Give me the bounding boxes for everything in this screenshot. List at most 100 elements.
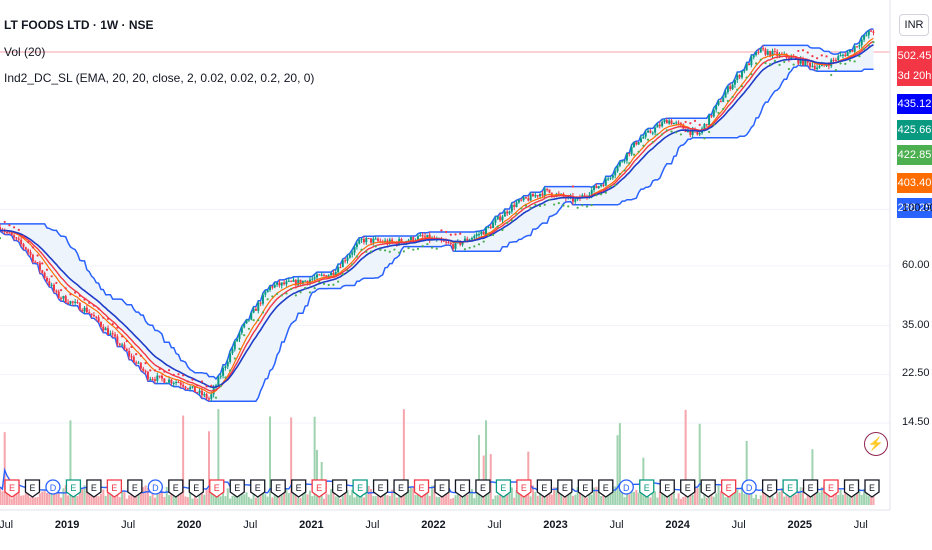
sar-dot bbox=[693, 119, 697, 122]
volume-bar bbox=[501, 494, 504, 505]
volume-bar bbox=[600, 496, 603, 505]
earnings-icon bbox=[311, 479, 327, 498]
volume-bar bbox=[621, 486, 624, 505]
earnings-icon bbox=[557, 479, 573, 498]
price-tag: 425.66 bbox=[897, 120, 932, 140]
indicator-legend[interactable]: Ind2_DC_SL (EMA, 20, 20, close, 2, 0.02,… bbox=[4, 71, 315, 85]
earnings-icon bbox=[127, 479, 143, 498]
sar-dot bbox=[313, 287, 316, 290]
volume-bar bbox=[851, 492, 854, 505]
sar-dot bbox=[571, 185, 575, 188]
candle-body bbox=[787, 57, 790, 60]
sar-dot bbox=[740, 85, 744, 88]
volume-bar bbox=[858, 489, 861, 505]
volume-bar bbox=[247, 497, 250, 505]
volume-bar bbox=[224, 496, 227, 505]
earnings-icon bbox=[65, 479, 82, 498]
sar-dot bbox=[304, 286, 307, 290]
volume-bar bbox=[250, 498, 253, 505]
candle-body bbox=[729, 86, 732, 89]
volume-bar bbox=[766, 489, 769, 505]
event-marker-label: E bbox=[685, 483, 691, 493]
event-marker-label: E bbox=[664, 483, 670, 493]
candle-body bbox=[130, 356, 133, 358]
candle-body bbox=[168, 379, 171, 383]
candle-body bbox=[419, 235, 422, 237]
volume-bar bbox=[487, 490, 490, 505]
candle-body bbox=[691, 129, 694, 135]
candle-body bbox=[107, 328, 110, 335]
sar-dot bbox=[628, 162, 631, 165]
sar-dot bbox=[491, 233, 495, 237]
volume-bar bbox=[428, 495, 431, 505]
currency-button[interactable]: INR bbox=[899, 14, 929, 36]
volume-bar bbox=[663, 487, 666, 505]
sar-dot bbox=[210, 384, 213, 387]
volume-bar bbox=[726, 494, 729, 505]
volume-bar bbox=[85, 487, 88, 505]
sar-dot bbox=[379, 248, 382, 251]
candle-body bbox=[616, 165, 619, 172]
candle-body bbox=[698, 133, 701, 135]
volume-bar bbox=[431, 485, 434, 505]
volume-bar bbox=[57, 493, 60, 505]
volume-bar bbox=[337, 492, 340, 505]
volume-bar bbox=[381, 491, 384, 505]
flash-icon[interactable]: ⚡ bbox=[864, 432, 888, 456]
candle-body bbox=[806, 59, 809, 63]
volume-bar bbox=[53, 492, 56, 505]
candle-body bbox=[670, 120, 673, 125]
sar-dot bbox=[135, 352, 138, 356]
candle-body bbox=[722, 97, 725, 102]
volume-bar bbox=[297, 497, 300, 505]
volume-bar bbox=[539, 487, 542, 505]
candle-body bbox=[738, 75, 741, 78]
earnings-icon bbox=[291, 479, 307, 498]
sar-dot bbox=[351, 263, 354, 266]
candle-body bbox=[36, 262, 39, 264]
earnings-icon bbox=[270, 479, 286, 498]
volume-bar bbox=[95, 490, 98, 505]
sar-dot bbox=[83, 298, 86, 301]
volume-bar bbox=[846, 490, 849, 505]
candle-body bbox=[50, 284, 53, 286]
volume-bar bbox=[10, 498, 13, 505]
candle-body bbox=[367, 238, 370, 240]
volume-bar bbox=[365, 488, 368, 505]
candle-body bbox=[151, 379, 154, 381]
volume-bar bbox=[456, 487, 459, 505]
sar-dot bbox=[266, 298, 269, 301]
volume-bar bbox=[672, 485, 675, 505]
volume-bar bbox=[708, 489, 711, 505]
sar-dot bbox=[322, 282, 326, 285]
sar-dot bbox=[102, 316, 105, 319]
candle-body bbox=[210, 394, 213, 399]
candle-body bbox=[461, 242, 464, 245]
volume-bar bbox=[752, 498, 755, 505]
candle-body bbox=[41, 270, 44, 273]
candle-body bbox=[609, 177, 612, 179]
event-marker: D bbox=[618, 479, 634, 495]
volume-bar bbox=[532, 485, 535, 505]
candle-body bbox=[750, 57, 753, 66]
candle-body bbox=[863, 35, 866, 40]
volume-legend[interactable]: Vol (20) bbox=[4, 45, 46, 59]
volume-bar bbox=[757, 498, 760, 505]
volume-bar bbox=[522, 495, 525, 505]
candle-body bbox=[510, 204, 513, 212]
symbol-title[interactable]: LT FOODS LTD · 1W · NSE bbox=[4, 18, 154, 32]
volume-bar bbox=[748, 494, 751, 505]
earnings-icon bbox=[209, 479, 225, 498]
volume-bar bbox=[799, 487, 802, 505]
earnings-icon bbox=[802, 479, 819, 498]
volume-bar bbox=[546, 493, 549, 505]
event-marker-label: E bbox=[357, 483, 363, 493]
candle-body bbox=[109, 333, 112, 335]
sar-dot bbox=[599, 193, 603, 196]
sar-dot bbox=[374, 245, 377, 248]
volume-bar bbox=[703, 487, 706, 505]
candle-body bbox=[719, 101, 722, 103]
candle-body bbox=[346, 257, 349, 261]
candle-body bbox=[867, 30, 870, 36]
